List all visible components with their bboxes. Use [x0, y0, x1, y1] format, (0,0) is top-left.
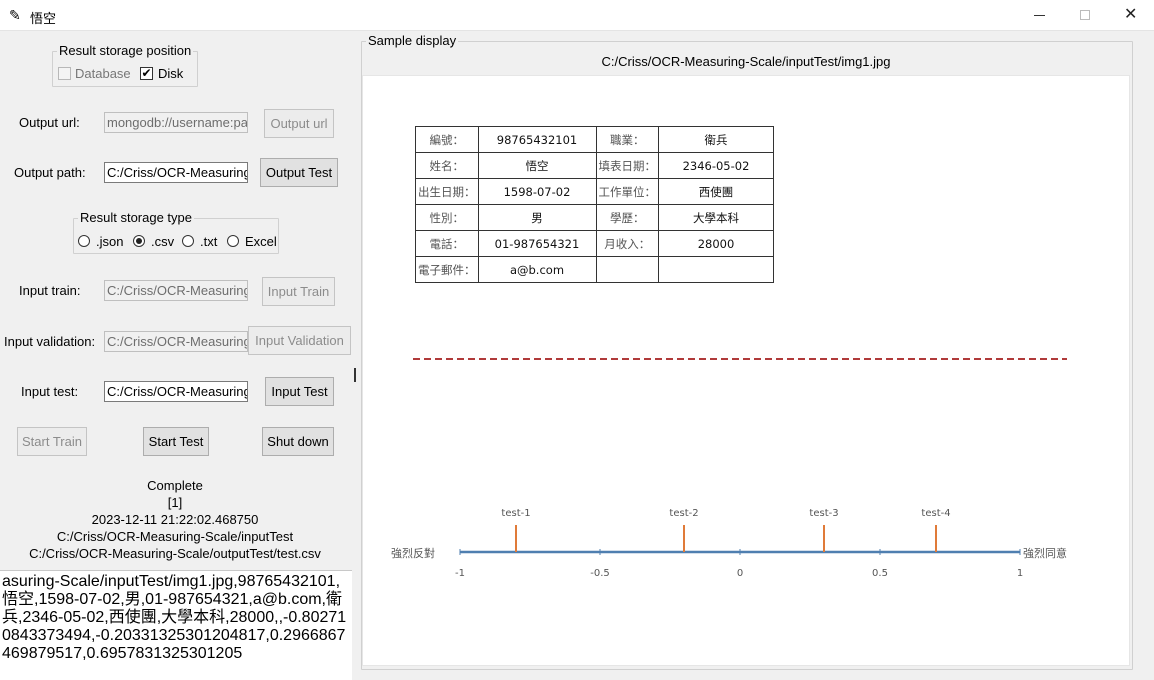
output-url-button[interactable]: Output url [264, 109, 334, 138]
maximize-icon [1080, 10, 1090, 20]
radio-excel[interactable] [227, 235, 239, 247]
start-train-button[interactable]: Start Train [17, 427, 87, 456]
table-cell: a@b.com [477, 256, 597, 283]
scale-marker-label: test-1 [501, 508, 530, 519]
status-timestamp: 2023-12-11 21:22:02.468750 [91, 512, 259, 527]
table-cell: 大學本科 [658, 204, 774, 231]
table-cell: 悟空 [477, 152, 597, 179]
close-icon: ✕ [1124, 6, 1138, 23]
input-validation-input[interactable]: C:/Criss/OCR-Measuring [104, 331, 248, 352]
scale-tick-label: 1 [1017, 568, 1023, 579]
maximize-button[interactable] [1062, 0, 1108, 31]
table-cell: 填表日期： [595, 152, 659, 179]
table-cell: 性別： [415, 204, 479, 231]
sample-display-legend: Sample display [366, 33, 459, 49]
storage-position-group: Result storage position Database ✔ Disk [52, 43, 198, 87]
title-bar: ✎ 悟空 ✕ [0, 0, 1154, 31]
scale-tick-label: -1 [455, 568, 465, 579]
status-count: [1] [167, 495, 183, 510]
input-validation-button[interactable]: Input Validation [248, 326, 351, 355]
radio-txt[interactable] [182, 235, 194, 247]
scale-tick-label: -0.5 [590, 568, 610, 579]
input-test-button[interactable]: Input Test [265, 377, 334, 406]
table-row: 出生日期： 1598-07-02 工作單位： 西使團 [415, 178, 774, 205]
scale-tick-label: 0.5 [872, 568, 888, 579]
sample-image-canvas: 編號： 98765432101 職業： 衛兵 姓名： 悟空 填表日期： 2346… [362, 75, 1130, 666]
minimize-button[interactable] [1016, 0, 1062, 31]
radio-txt-label: .txt [200, 234, 218, 249]
pane-separator[interactable] [354, 368, 356, 382]
input-test-label: Input test: [21, 384, 79, 399]
close-button[interactable]: ✕ [1108, 0, 1154, 31]
table-cell: 出生日期： [415, 178, 479, 205]
disk-label: Disk [158, 66, 184, 81]
table-cell: 西使團 [658, 178, 774, 205]
table-cell [595, 256, 659, 283]
form-table: 編號： 98765432101 職業： 衛兵 姓名： 悟空 填表日期： 2346… [415, 126, 774, 283]
measuring-scale-graphic: 強烈反對 強烈同意 -1 -0.5 0 0.5 1 test-1 test-2 test-3 t… [391, 358, 1067, 579]
scale-right-label: 強烈同意 [1023, 546, 1067, 560]
storage-type-legend: Result storage type [78, 210, 195, 226]
status-complete: Complete [147, 478, 203, 493]
table-row: 電話： 01-987654321 月收入： 28000 [415, 230, 774, 257]
table-cell: 28000 [658, 230, 774, 257]
table-cell: 電子郵件： [415, 256, 479, 283]
input-train-button[interactable]: Input Train [262, 277, 335, 306]
radio-csv-label: .csv [151, 234, 175, 249]
output-test-button[interactable]: Output Test [260, 158, 338, 187]
shut-down-button[interactable]: Shut down [262, 427, 334, 456]
scale-marker-label: test-2 [669, 508, 698, 519]
table-cell: 電話： [415, 230, 479, 257]
radio-json[interactable] [78, 235, 90, 247]
storage-position-legend: Result storage position [57, 43, 194, 59]
radio-excel-label: Excel [245, 234, 277, 249]
scale-marker-label: test-3 [809, 508, 838, 519]
status-output-path: C:/Criss/OCR-Measuring-Scale/outputTest/… [29, 546, 321, 561]
disk-checkbox[interactable]: ✔ [140, 66, 153, 80]
input-train-input[interactable]: C:/Criss/OCR-Measuring [104, 280, 248, 301]
status-input-path: C:/Criss/OCR-Measuring-Scale/inputTest [56, 529, 294, 544]
scale-marker-label: test-4 [921, 508, 950, 519]
table-row: 電子郵件： a@b.com [415, 256, 774, 283]
table-cell: 衛兵 [658, 126, 774, 153]
table-cell: 98765432101 [477, 126, 597, 153]
feather-icon: ✎ [9, 7, 21, 23]
output-url-label: Output url: [19, 115, 80, 130]
table-cell [658, 256, 774, 283]
table-cell: 工作單位： [595, 178, 659, 205]
start-test-button[interactable]: Start Test [143, 427, 209, 456]
table-row: 姓名： 悟空 填表日期： 2346-05-02 [415, 152, 774, 179]
sample-image-path: C:/Criss/OCR-Measuring-Scale/inputTest/i… [601, 54, 891, 69]
sample-display-group: Sample display [361, 33, 1133, 670]
radio-json-label: .json [96, 234, 124, 249]
input-validation-label: Input validation: [4, 334, 96, 349]
result-textbox[interactable]: asuring-Scale/inputTest/img1.jpg,9876543… [0, 570, 352, 680]
window-title: 悟空 [30, 11, 57, 26]
scale-left-label: 強烈反對 [391, 546, 435, 560]
input-train-label: Input train: [19, 283, 81, 298]
database-label: Database [75, 66, 131, 81]
input-test-input[interactable]: C:/Criss/OCR-Measuring [104, 381, 248, 402]
output-path-input[interactable]: C:/Criss/OCR-Measuring [104, 162, 248, 183]
output-url-input[interactable]: mongodb://username:pa [104, 112, 248, 133]
minimize-icon [1034, 15, 1045, 16]
scale-tick-label: 0 [737, 568, 743, 579]
radio-csv[interactable] [133, 235, 145, 247]
database-checkbox[interactable] [58, 67, 71, 80]
output-path-label: Output path: [14, 165, 86, 180]
table-row: 編號： 98765432101 職業： 衛兵 [415, 126, 774, 153]
storage-type-group: Result storage type .json .csv .txt Exce… [73, 210, 279, 254]
